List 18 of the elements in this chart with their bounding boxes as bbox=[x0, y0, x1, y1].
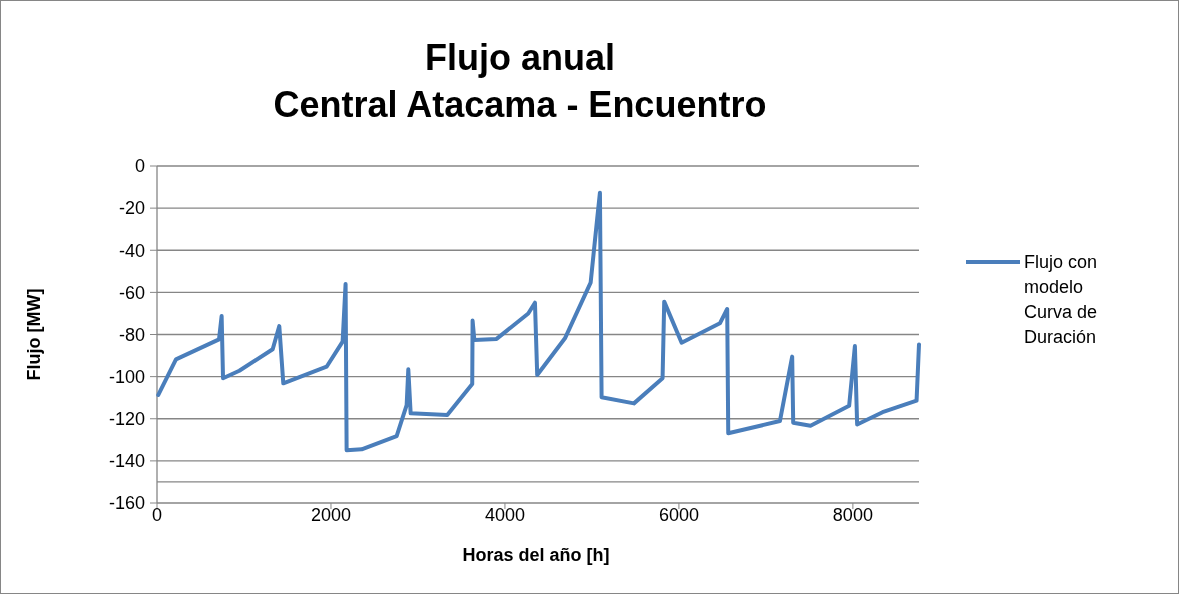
x-tick-label: 2000 bbox=[310, 505, 351, 525]
x-axis-title: Horas del año [h] bbox=[462, 545, 610, 565]
x-tick-label: 0 bbox=[151, 505, 163, 525]
y-tick-label: -100 bbox=[108, 366, 145, 387]
y-tick-label: -80 bbox=[118, 324, 145, 345]
legend-label: Flujo con modelo Curva de Duración bbox=[1024, 252, 1098, 347]
y-tick-label: -160 bbox=[108, 493, 145, 514]
chart-title: Flujo anual Central Atacama - Encuentro bbox=[273, 37, 767, 125]
y-tick-label: -40 bbox=[118, 240, 145, 261]
x-tick-label: 6000 bbox=[658, 505, 699, 525]
y-tick-label: -20 bbox=[118, 198, 145, 219]
y-axis-title: Flujo [MW] bbox=[24, 288, 44, 381]
x-tick-label: 4000 bbox=[484, 505, 525, 525]
y-tick-label: -60 bbox=[118, 282, 145, 303]
y-tick-label: -120 bbox=[108, 409, 145, 430]
y-tick-label: -140 bbox=[108, 451, 145, 472]
x-tick-label: 8000 bbox=[832, 505, 873, 525]
y-tick-label: 0 bbox=[134, 156, 145, 177]
